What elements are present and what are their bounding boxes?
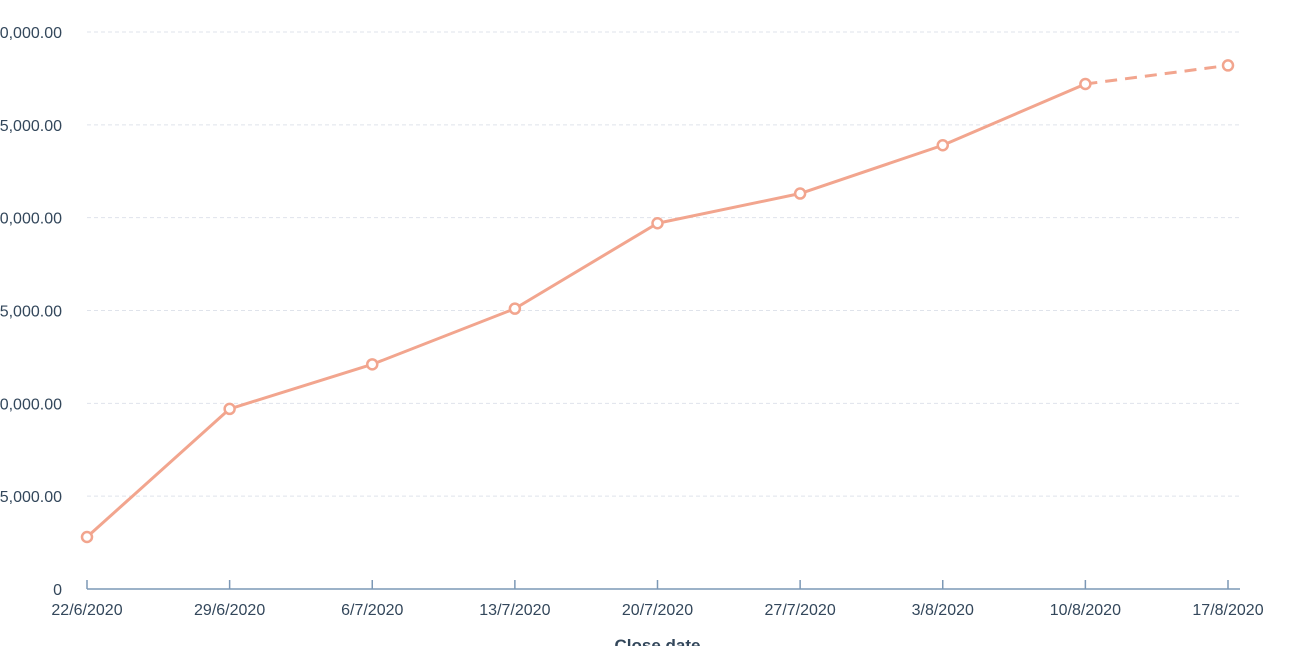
y-tick-label: 25,000.00 — [0, 118, 62, 135]
x-tick-label: 29/6/2020 — [194, 602, 265, 619]
series-line — [85, 82, 1087, 539]
data-point — [508, 302, 522, 315]
series-lines — [85, 63, 1229, 539]
series-line-projected — [1085, 63, 1229, 86]
y-tick-label: 15,000.00 — [0, 304, 62, 321]
x-axis-title: Close date — [615, 636, 701, 646]
data-point — [1079, 77, 1092, 91]
x-tick-label: 3/8/2020 — [912, 602, 974, 619]
series-points — [80, 59, 1235, 544]
x-tick-label: 27/7/2020 — [765, 602, 836, 619]
data-point — [80, 530, 94, 544]
x-tick-label: 10/8/2020 — [1050, 602, 1121, 619]
data-point — [793, 187, 807, 200]
data-point — [651, 216, 664, 230]
x-tick-label: 20/7/2020 — [622, 602, 693, 619]
x-tick-label: 22/6/2020 — [51, 602, 122, 619]
gridlines — [87, 31, 1240, 497]
x-axis: 22/6/2020 29/6/2020 6/7/2020 13/7/2020 20/7/… — [51, 580, 1264, 619]
x-tick-label: 17/8/2020 — [1192, 602, 1263, 619]
y-axis-tick-labels: 0 5,000.00 10,000.00 15,000.00 20,000.00 25,0… — [0, 25, 62, 599]
data-point — [366, 358, 379, 371]
data-point — [223, 402, 236, 416]
data-point — [1221, 59, 1235, 72]
x-tick-label: 13/7/2020 — [479, 602, 550, 619]
y-tick-label: 30,000.00 — [0, 25, 62, 42]
y-tick-label: 5,000.00 — [0, 489, 62, 506]
y-tick-label: 20,000.00 — [0, 211, 62, 228]
y-tick-label: 10,000.00 — [0, 396, 62, 413]
y-tick-label: 0 — [53, 582, 62, 599]
data-point — [936, 139, 949, 152]
x-tick-label: 6/7/2020 — [341, 602, 403, 619]
